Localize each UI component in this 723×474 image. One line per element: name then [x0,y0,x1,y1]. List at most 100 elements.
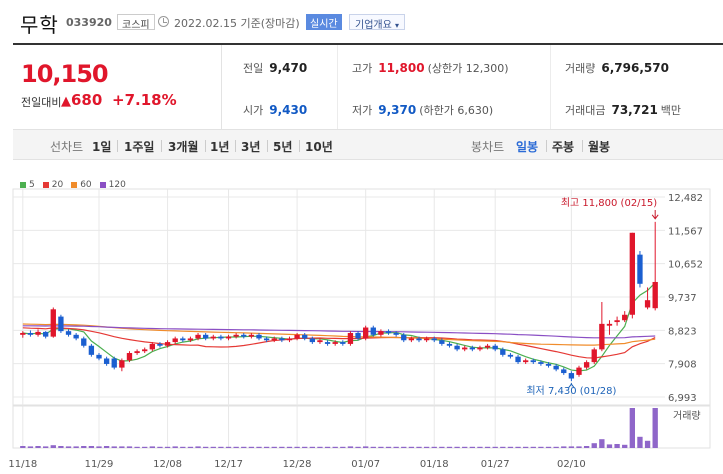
volume-bar [317,446,323,448]
candle-body [637,254,643,284]
candle-body [81,338,87,346]
high-annotation: 최고 11,800 (02/15) [561,197,657,209]
candle-body [355,332,361,339]
candle-body [538,362,544,364]
candle-body [164,342,171,346]
toolbar-divider [235,140,236,152]
candle-body [347,332,354,344]
volume-bar [477,446,483,448]
y-tick-label: 11,567 [668,226,703,237]
moving-average-legend: 5 20 60 120 [20,180,134,190]
candle-body [340,342,346,344]
realtime-button[interactable]: 실시간 [306,14,342,30]
volume-bar [195,446,201,448]
candle-body [439,340,445,344]
price-chart[interactable]: 12,482 11,567 10,652 9,737 8,823 7,908 6,993 11… [0,186,723,474]
volume-bar [370,446,376,448]
period-1y[interactable]: 1년 [210,140,230,154]
period-daily[interactable]: 일봉 [516,140,539,154]
y-tick-label: 8,823 [668,326,697,337]
metric-value: 73,721 [611,103,658,117]
volume-bar [294,446,300,448]
toolbar-divider [205,140,206,152]
toolbar-divider [299,140,300,152]
x-tick-label: 11/29 [85,459,114,470]
legend-swatch [71,181,78,188]
candle-body [317,340,323,343]
candle-body [553,365,559,370]
candle-body [545,363,552,366]
metric-3: 시가 9,430 [243,99,307,183]
period-weekly[interactable]: 주봉 [552,140,575,154]
volume-bar [431,446,437,448]
period-3y[interactable]: 3년 [241,140,261,154]
ma-line-5 [22,282,656,372]
candle-body [134,351,140,354]
volume-bar [134,446,140,448]
volume-bar [484,446,491,448]
legend-item: 120 [99,180,126,190]
volume-bar [126,446,133,448]
candle-body [88,345,95,355]
period-1w[interactable]: 1주일 [124,140,155,154]
period-5y[interactable]: 5년 [273,140,293,154]
volume-bar [286,446,293,448]
volume-bar [462,446,468,448]
change-percent: +7.18% [112,91,177,109]
candle-body [286,338,293,341]
period-monthly[interactable]: 월봉 [588,140,611,154]
candle-body [378,331,384,335]
quote-date: 2022.02.15 기준(장마감) [174,15,300,31]
candle-body [652,281,658,309]
candle-body [644,300,651,308]
candle-body [35,331,41,335]
candle-body [401,334,407,341]
candle-body [111,358,117,368]
candle-body [294,334,300,339]
metric-sub: (하한가 6,630) [419,104,494,117]
candle-body [363,327,369,339]
volume-bar [88,446,95,448]
volume-bar [332,446,338,448]
volume-bar [271,446,277,448]
candle-body [43,331,49,337]
volume-bar [172,446,178,448]
metric-label: 거래대금 [565,104,606,117]
volume-bar [241,446,247,448]
candle-body [263,338,270,341]
candle-body [149,343,155,350]
candle-body [324,342,331,344]
change-value: 680 [71,91,103,109]
candle-body [195,334,201,339]
candle-body [416,338,422,341]
chevron-down-icon: ▾ [395,21,400,30]
volume-bar [50,445,56,448]
period-10y[interactable]: 10년 [305,140,333,154]
volume-area [12,405,711,449]
volume-bar [644,440,651,448]
candle-body [218,336,224,339]
volume-bar [622,444,628,448]
volume-bar [203,446,209,448]
candle-body [629,232,635,315]
toolbar-divider [267,140,268,152]
company-overview-button[interactable]: 기업개요 ▾ [349,14,406,31]
candle-body [561,369,567,374]
date-value: 2022.02.15 [174,17,237,30]
volume-bar [164,446,171,448]
ma-line-120 [22,325,656,339]
company-overview-label: 기업개요 [355,20,392,31]
period-1d[interactable]: 1일 [92,140,112,154]
volume-bar [568,446,575,448]
candle-body [599,323,605,350]
volume-bar [248,446,255,448]
volume-bar [629,408,635,448]
period-3m[interactable]: 3개월 [168,140,199,154]
y-tick-label: 10,652 [668,260,703,271]
volume-bar [263,446,270,448]
candle-body [523,360,529,363]
candle-body [302,334,308,339]
x-tick-label: 11/18 [8,459,37,470]
low-annotation: 최저 7,430 (01/28) [526,385,616,397]
metric-sub: (상한가 12,300) [427,62,509,75]
